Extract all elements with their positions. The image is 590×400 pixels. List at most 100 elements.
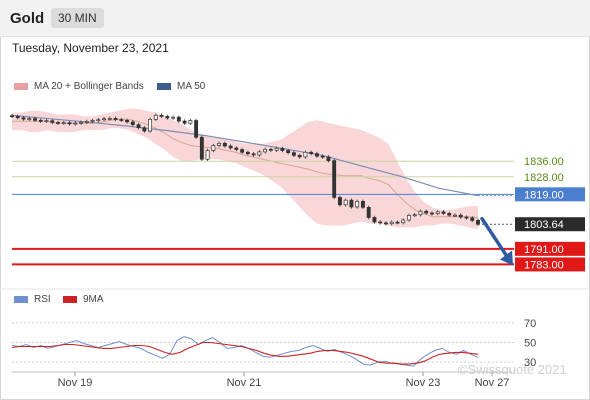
- candle-body: [412, 214, 417, 217]
- x-tick-label: Nov 23: [406, 377, 441, 389]
- candle-body: [142, 127, 147, 132]
- candle-body: [130, 121, 135, 125]
- candle-body: [90, 120, 95, 122]
- forecast-arrow-shaft: [480, 216, 509, 259]
- level-tag-1819.00: [515, 187, 585, 202]
- candle-body: [355, 200, 360, 208]
- level-label-1783.00: 1783.00: [524, 259, 564, 271]
- candle-body: [372, 217, 377, 223]
- candle-body: [15, 116, 20, 119]
- candle-body: [217, 142, 222, 146]
- candle-body: [320, 155, 325, 158]
- candle-body: [326, 156, 331, 161]
- level-label-1836.00: 1836.00: [524, 156, 564, 168]
- candle-body: [10, 115, 14, 117]
- candles-group: [10, 113, 480, 227]
- bollinger-band-area: [12, 108, 478, 230]
- candle-body: [188, 120, 193, 124]
- level-tag-1791.00: [515, 241, 585, 256]
- candle-body: [343, 199, 348, 206]
- watermark-text: ©Swissquote 2021: [458, 362, 567, 377]
- level-label-1819.00: 1819.00: [524, 189, 564, 201]
- candle-body: [251, 153, 256, 156]
- candle-body: [407, 214, 411, 221]
- candle-body: [67, 122, 72, 125]
- candle-body: [453, 214, 457, 217]
- candle-body: [234, 147, 239, 150]
- candle-body: [280, 148, 285, 151]
- level-tag-1783.00: [515, 257, 585, 272]
- candle-body: [476, 220, 480, 225]
- candle-body: [84, 121, 89, 123]
- last-price-label: 1803.64: [524, 219, 564, 231]
- candle-body: [199, 136, 204, 160]
- candle-body: [61, 122, 66, 125]
- candle-body: [395, 221, 400, 224]
- rsi-ma-line: [11, 341, 479, 365]
- timeframe-badge[interactable]: 30 MIN: [51, 8, 104, 28]
- candle-body: [21, 117, 26, 120]
- candle-body: [240, 149, 245, 153]
- candle-body: [205, 150, 210, 160]
- legend-rsi-label: RSI: [34, 294, 51, 305]
- candle-body: [176, 116, 181, 122]
- legend-rsi-ma-swatch: [63, 296, 77, 303]
- legend-rsi-ma-label: 9MA: [83, 294, 104, 305]
- candle-body: [435, 211, 440, 214]
- candle-body: [401, 219, 406, 224]
- forecast-arrow-head: [500, 250, 513, 266]
- candle-body: [309, 151, 314, 154]
- candle-body: [79, 121, 83, 124]
- candle-body: [165, 116, 170, 119]
- candle-body: [125, 119, 130, 123]
- legend-ma20-label: MA 20 + Bollinger Bands: [34, 81, 144, 92]
- candle-body: [102, 118, 106, 121]
- candle-body: [211, 145, 216, 151]
- candle-body: [194, 120, 199, 138]
- candle-body: [113, 118, 118, 120]
- candle-body: [245, 151, 250, 155]
- candle-body: [303, 151, 308, 158]
- candle-body: [107, 118, 112, 120]
- candle-body: [470, 217, 475, 221]
- candle-body: [349, 199, 354, 208]
- candle-body: [430, 212, 434, 215]
- rsi-tick-70: 70: [524, 318, 536, 330]
- candle-body: [286, 150, 291, 153]
- legend-rsi-swatch: [14, 296, 28, 303]
- rsi-tick-50: 50: [524, 338, 536, 350]
- candle-body: [73, 122, 78, 125]
- candle-body: [38, 119, 43, 122]
- candle-body: [332, 160, 337, 198]
- candle-body: [314, 153, 319, 157]
- candle-body: [366, 207, 371, 218]
- legend-ma50-swatch: [157, 83, 171, 90]
- x-tick-label: Nov 21: [227, 377, 262, 389]
- candle-body: [171, 116, 176, 119]
- candle-body: [136, 124, 141, 129]
- candle-body: [222, 142, 227, 147]
- candle-body: [441, 211, 446, 214]
- date-label: Tuesday, November 23, 2021: [12, 41, 169, 55]
- candle-body: [96, 119, 101, 122]
- candle-body: [447, 213, 452, 216]
- ma20-line: [12, 118, 479, 219]
- candle-body: [263, 148, 268, 153]
- candle-body: [418, 210, 423, 216]
- candle-body: [148, 118, 153, 132]
- instrument-title: Gold: [10, 10, 45, 27]
- candle-body: [119, 119, 124, 121]
- chart-header: Gold 30 MIN: [0, 0, 590, 37]
- legend-ma20-swatch: [14, 83, 28, 90]
- legend-ma50-label: MA 50: [177, 81, 206, 92]
- level-label-1791.00: 1791.00: [524, 244, 564, 256]
- candle-body: [33, 118, 37, 121]
- candle-body: [50, 120, 55, 123]
- candle-body: [257, 151, 262, 156]
- candle-body: [274, 148, 279, 151]
- ma50-line: [11, 114, 479, 197]
- candle-body: [228, 145, 233, 149]
- candle-body: [27, 118, 32, 120]
- candle-body: [384, 222, 388, 225]
